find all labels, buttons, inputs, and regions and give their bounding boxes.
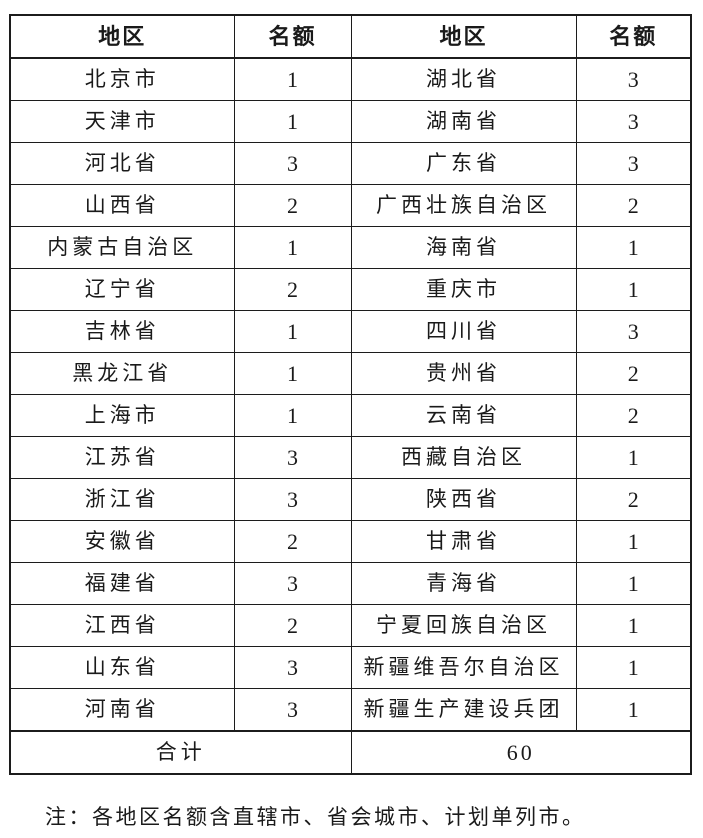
quota-cell: 1 bbox=[575, 268, 692, 311]
quota-cell: 3 bbox=[575, 100, 692, 143]
footnote: 注：各地区名额含直辖市、省会城市、计划单列市。 bbox=[45, 805, 586, 829]
total-value-cell: 60 bbox=[350, 730, 692, 775]
region-cell: 西藏自治区 bbox=[350, 436, 577, 479]
table-row: 内蒙古自治区 1 海南省 1 bbox=[9, 226, 692, 269]
table-row: 安徽省 2 甘肃省 1 bbox=[9, 520, 692, 563]
region-cell: 四川省 bbox=[350, 310, 577, 353]
quota-cell: 3 bbox=[575, 57, 692, 101]
region-cell: 河南省 bbox=[9, 688, 235, 732]
table-row: 江西省 2 宁夏回族自治区 1 bbox=[9, 604, 692, 647]
quota-cell: 1 bbox=[233, 57, 352, 101]
quota-cell: 1 bbox=[575, 520, 692, 563]
table-row: 河北省 3 广东省 3 bbox=[9, 142, 692, 185]
quota-cell: 2 bbox=[575, 478, 692, 521]
table-row: 山东省 3 新疆维吾尔自治区 1 bbox=[9, 646, 692, 689]
region-cell: 青海省 bbox=[350, 562, 577, 605]
quota-cell: 1 bbox=[233, 100, 352, 143]
quota-cell: 1 bbox=[575, 604, 692, 647]
region-cell: 浙江省 bbox=[9, 478, 235, 521]
table-row: 福建省 3 青海省 1 bbox=[9, 562, 692, 605]
table-row: 黑龙江省 1 贵州省 2 bbox=[9, 352, 692, 395]
quota-cell: 1 bbox=[233, 352, 352, 395]
table-body: 北京市 1 湖北省 3 天津市 1 湖南省 3 河北省 3 广东省 3 山西省 2 广西壮族自治区 2 内蒙古自… bbox=[9, 57, 692, 732]
quota-cell: 3 bbox=[575, 142, 692, 185]
region-cell: 上海市 bbox=[9, 394, 235, 437]
region-cell: 广东省 bbox=[350, 142, 577, 185]
quota-cell: 1 bbox=[233, 310, 352, 353]
region-cell: 云南省 bbox=[350, 394, 577, 437]
region-cell: 天津市 bbox=[9, 100, 235, 143]
region-cell: 新疆生产建设兵团 bbox=[350, 688, 577, 732]
quota-cell: 2 bbox=[233, 268, 352, 311]
region-cell: 安徽省 bbox=[9, 520, 235, 563]
quota-cell: 3 bbox=[233, 478, 352, 521]
region-cell: 海南省 bbox=[350, 226, 577, 269]
quota-cell: 1 bbox=[575, 436, 692, 479]
table-header: 地区 名额 地区 名额 bbox=[9, 14, 692, 59]
quota-cell: 1 bbox=[575, 688, 692, 732]
table-footer: 合计 60 bbox=[9, 730, 692, 775]
quota-cell: 1 bbox=[575, 226, 692, 269]
region-cell: 黑龙江省 bbox=[9, 352, 235, 395]
quota-cell: 3 bbox=[233, 142, 352, 185]
region-cell: 宁夏回族自治区 bbox=[350, 604, 577, 647]
quota-cell: 2 bbox=[575, 352, 692, 395]
region-cell: 湖北省 bbox=[350, 57, 577, 101]
quota-cell: 2 bbox=[233, 520, 352, 563]
header-region-left: 地区 bbox=[9, 14, 235, 59]
quota-cell: 3 bbox=[575, 310, 692, 353]
table-row: 河南省 3 新疆生产建设兵团 1 bbox=[9, 688, 692, 732]
table-row: 江苏省 3 西藏自治区 1 bbox=[9, 436, 692, 479]
quota-cell: 2 bbox=[233, 184, 352, 227]
quota-cell: 1 bbox=[575, 562, 692, 605]
region-quota-table: 地区 名额 地区 名额 北京市 1 湖北省 3 天津市 1 湖南省 3 河北省 3 广东省 3 山西省 2… bbox=[9, 14, 692, 775]
region-cell: 江苏省 bbox=[9, 436, 235, 479]
quota-cell: 3 bbox=[233, 688, 352, 732]
region-cell: 内蒙古自治区 bbox=[9, 226, 235, 269]
header-quota-right: 名额 bbox=[575, 14, 692, 59]
region-cell: 新疆维吾尔自治区 bbox=[350, 646, 577, 689]
region-cell: 山西省 bbox=[9, 184, 235, 227]
table-row: 辽宁省 2 重庆市 1 bbox=[9, 268, 692, 311]
region-cell: 甘肃省 bbox=[350, 520, 577, 563]
region-cell: 福建省 bbox=[9, 562, 235, 605]
region-cell: 吉林省 bbox=[9, 310, 235, 353]
footer-row: 合计 60 bbox=[9, 730, 692, 775]
region-cell: 贵州省 bbox=[350, 352, 577, 395]
region-cell: 重庆市 bbox=[350, 268, 577, 311]
table-row: 山西省 2 广西壮族自治区 2 bbox=[9, 184, 692, 227]
quota-cell: 3 bbox=[233, 562, 352, 605]
table-row: 吉林省 1 四川省 3 bbox=[9, 310, 692, 353]
quota-cell: 2 bbox=[575, 394, 692, 437]
region-cell: 江西省 bbox=[9, 604, 235, 647]
quota-cell: 3 bbox=[233, 436, 352, 479]
quota-cell: 3 bbox=[233, 646, 352, 689]
region-cell: 陕西省 bbox=[350, 478, 577, 521]
table-row: 北京市 1 湖北省 3 bbox=[9, 57, 692, 101]
header-region-right: 地区 bbox=[350, 14, 577, 59]
region-cell: 山东省 bbox=[9, 646, 235, 689]
header-quota-left: 名额 bbox=[233, 14, 352, 59]
region-cell: 广西壮族自治区 bbox=[350, 184, 577, 227]
region-cell: 北京市 bbox=[9, 57, 235, 101]
header-row: 地区 名额 地区 名额 bbox=[9, 14, 692, 59]
region-cell: 辽宁省 bbox=[9, 268, 235, 311]
table-row: 浙江省 3 陕西省 2 bbox=[9, 478, 692, 521]
quota-cell: 2 bbox=[575, 184, 692, 227]
total-label-cell: 合计 bbox=[9, 730, 352, 775]
quota-cell: 1 bbox=[575, 646, 692, 689]
table-row: 天津市 1 湖南省 3 bbox=[9, 100, 692, 143]
region-cell: 河北省 bbox=[9, 142, 235, 185]
table-row: 上海市 1 云南省 2 bbox=[9, 394, 692, 437]
region-cell: 湖南省 bbox=[350, 100, 577, 143]
quota-cell: 2 bbox=[233, 604, 352, 647]
quota-cell: 1 bbox=[233, 226, 352, 269]
quota-cell: 1 bbox=[233, 394, 352, 437]
